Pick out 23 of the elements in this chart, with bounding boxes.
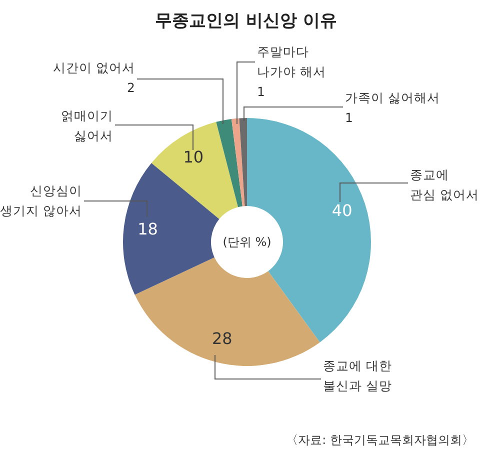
chart-title: 무종교인의 비신앙 이유 [155, 11, 337, 31]
slice-label: 종교에 대한 불신과 실망 [323, 358, 392, 393]
donut-slice [216, 118, 242, 208]
data-label: 18 [138, 219, 158, 238]
data-label: 1 [257, 84, 265, 99]
donut-slice [123, 162, 220, 295]
data-label: 28 [212, 328, 232, 348]
donut-slice [134, 257, 320, 366]
donut-slice [231, 118, 245, 206]
data-label: 2 [127, 80, 135, 95]
slice-label: 신앙심이 생기지 않아서 [0, 183, 82, 218]
slice-label: 종교에 관심 없어서 [410, 167, 479, 202]
text: 〈자료: 한국기독교목회자협의회〉 [286, 433, 474, 447]
slice-label: 얽매이기 싫어서 [61, 108, 113, 143]
data-label: 40 [332, 201, 352, 220]
donut-slice [239, 118, 247, 206]
data-label: 1 [345, 110, 353, 125]
slice-label: 주말마다 나가야 해서 [257, 44, 326, 79]
text: (단위 %) [222, 235, 272, 249]
data-label: 10 [183, 148, 204, 167]
slice-label: 시간이 없어서 [53, 60, 135, 75]
slice-label: 가족이 싫어해서 [345, 90, 440, 105]
donut-slice [151, 122, 238, 220]
